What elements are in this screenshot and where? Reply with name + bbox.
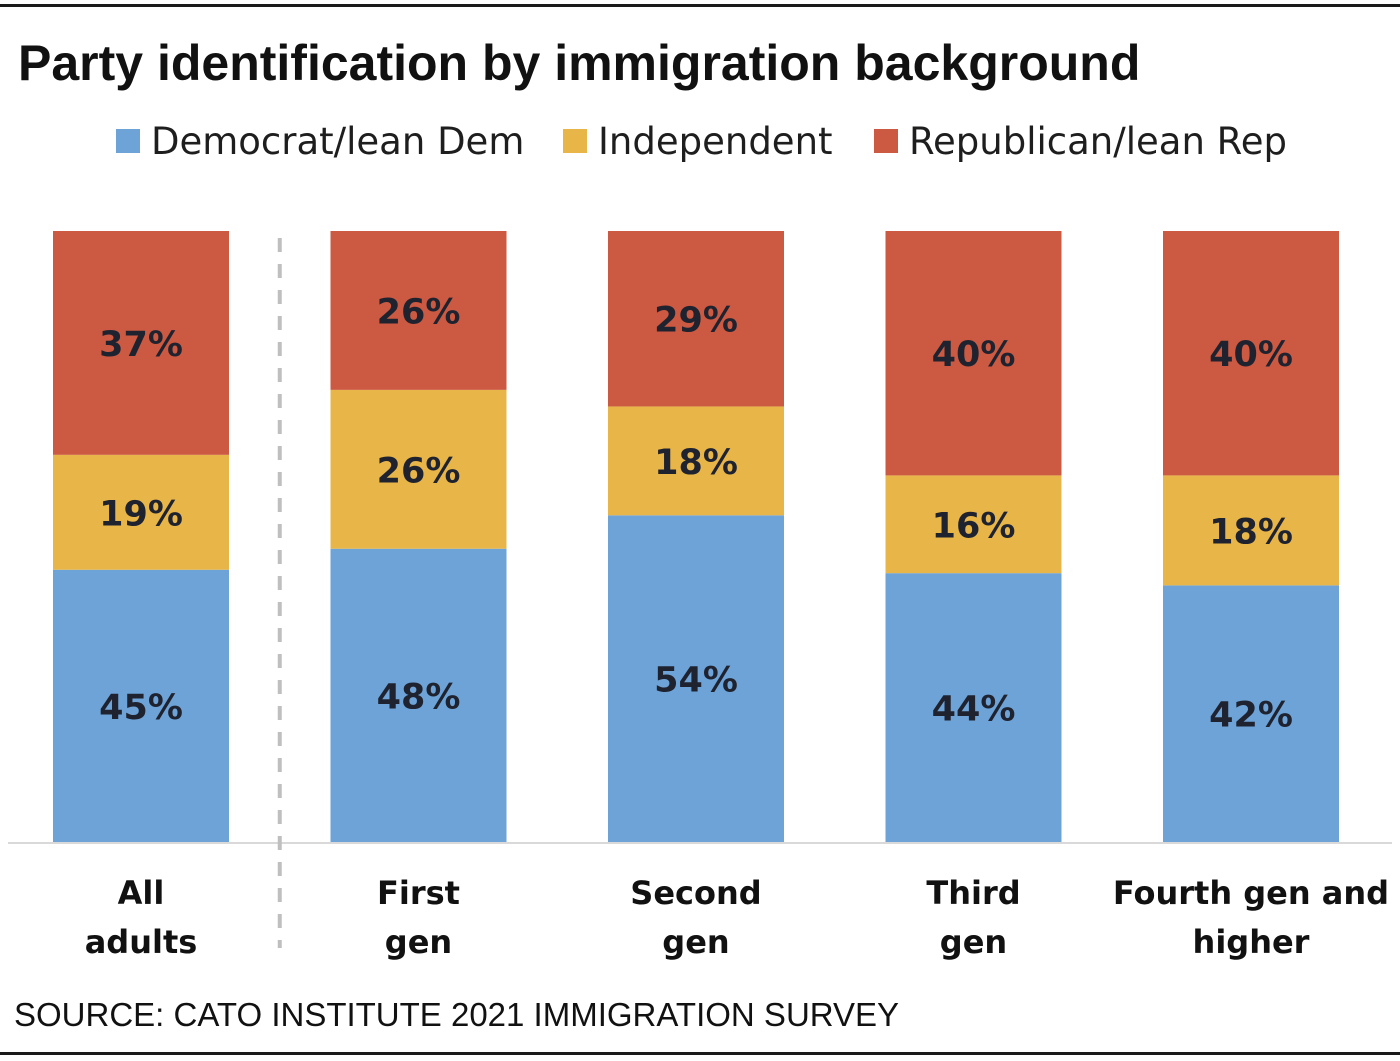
data-label-independent-2: 18% bbox=[654, 443, 738, 483]
bar-republican-2 bbox=[608, 231, 784, 407]
category-label-2-line-1: gen bbox=[662, 923, 729, 961]
legend: Democrat/lean Dem Independent Republican… bbox=[0, 117, 1400, 165]
legend-swatch-republican bbox=[874, 129, 898, 153]
data-label-republican-0: 37% bbox=[99, 325, 183, 365]
bar-independent-3 bbox=[885, 475, 1062, 574]
category-label-2-line-0: Second bbox=[630, 874, 761, 912]
category-label-4-line-1: higher bbox=[1193, 923, 1310, 961]
bar-republican-4 bbox=[1163, 231, 1339, 476]
category-label-1-line-1: gen bbox=[385, 923, 452, 961]
bar-democrat-4 bbox=[1163, 585, 1339, 842]
bar-democrat-0 bbox=[53, 569, 229, 842]
chart-title: Party identification by immigration back… bbox=[18, 35, 1141, 91]
legend-item-republican: Republican/lean Rep bbox=[874, 117, 1287, 165]
data-label-republican-4: 40% bbox=[1209, 335, 1293, 375]
category-label-0-line-0: All bbox=[118, 874, 165, 912]
data-label-independent-0: 19% bbox=[99, 494, 183, 534]
data-label-republican-1: 26% bbox=[377, 292, 461, 332]
data-label-independent-1: 26% bbox=[377, 451, 461, 491]
legend-item-democrat: Democrat/lean Dem bbox=[116, 117, 524, 165]
bar-independent-0 bbox=[53, 454, 229, 570]
legend-swatch-democrat bbox=[116, 129, 140, 153]
bar-republican-3 bbox=[885, 231, 1062, 476]
bar-republican-0 bbox=[53, 231, 229, 455]
category-label-4-line-0: Fourth gen and bbox=[1113, 874, 1389, 912]
category-label-3-line-1: gen bbox=[940, 923, 1007, 961]
legend-label-republican: Republican/lean Rep bbox=[909, 119, 1287, 163]
data-label-democrat-2: 54% bbox=[654, 661, 738, 701]
data-label-independent-3: 16% bbox=[932, 506, 1016, 546]
source-note: SOURCE: CATO INSTITUTE 2021 IMMIGRATION … bbox=[14, 996, 900, 1033]
category-label-1-line-0: First bbox=[377, 874, 460, 912]
legend-label-democrat: Democrat/lean Dem bbox=[151, 119, 525, 163]
top-rule bbox=[0, 4, 1400, 7]
bottom-rule bbox=[0, 1052, 1400, 1055]
bar-democrat-2 bbox=[608, 515, 784, 842]
data-label-democrat-3: 44% bbox=[932, 690, 1016, 730]
data-label-republican-2: 29% bbox=[654, 301, 738, 341]
legend-swatch-independent bbox=[563, 129, 587, 153]
category-label-0-line-1: adults bbox=[85, 923, 198, 961]
category-label-3-line-0: Third bbox=[926, 874, 1020, 912]
legend-item-independent: Independent bbox=[563, 117, 833, 165]
data-label-democrat-1: 48% bbox=[377, 677, 461, 717]
data-label-republican-3: 40% bbox=[932, 335, 1016, 375]
data-label-democrat-4: 42% bbox=[1209, 696, 1293, 736]
bar-republican-1 bbox=[330, 231, 507, 390]
bar-independent-2 bbox=[608, 406, 784, 516]
bar-democrat-3 bbox=[885, 573, 1062, 842]
bar-democrat-1 bbox=[330, 548, 507, 842]
bar-independent-4 bbox=[1163, 475, 1339, 586]
data-label-independent-4: 18% bbox=[1209, 512, 1293, 552]
legend-label-independent: Independent bbox=[598, 119, 833, 163]
bar-independent-1 bbox=[330, 389, 507, 549]
data-label-democrat-0: 45% bbox=[99, 688, 183, 728]
